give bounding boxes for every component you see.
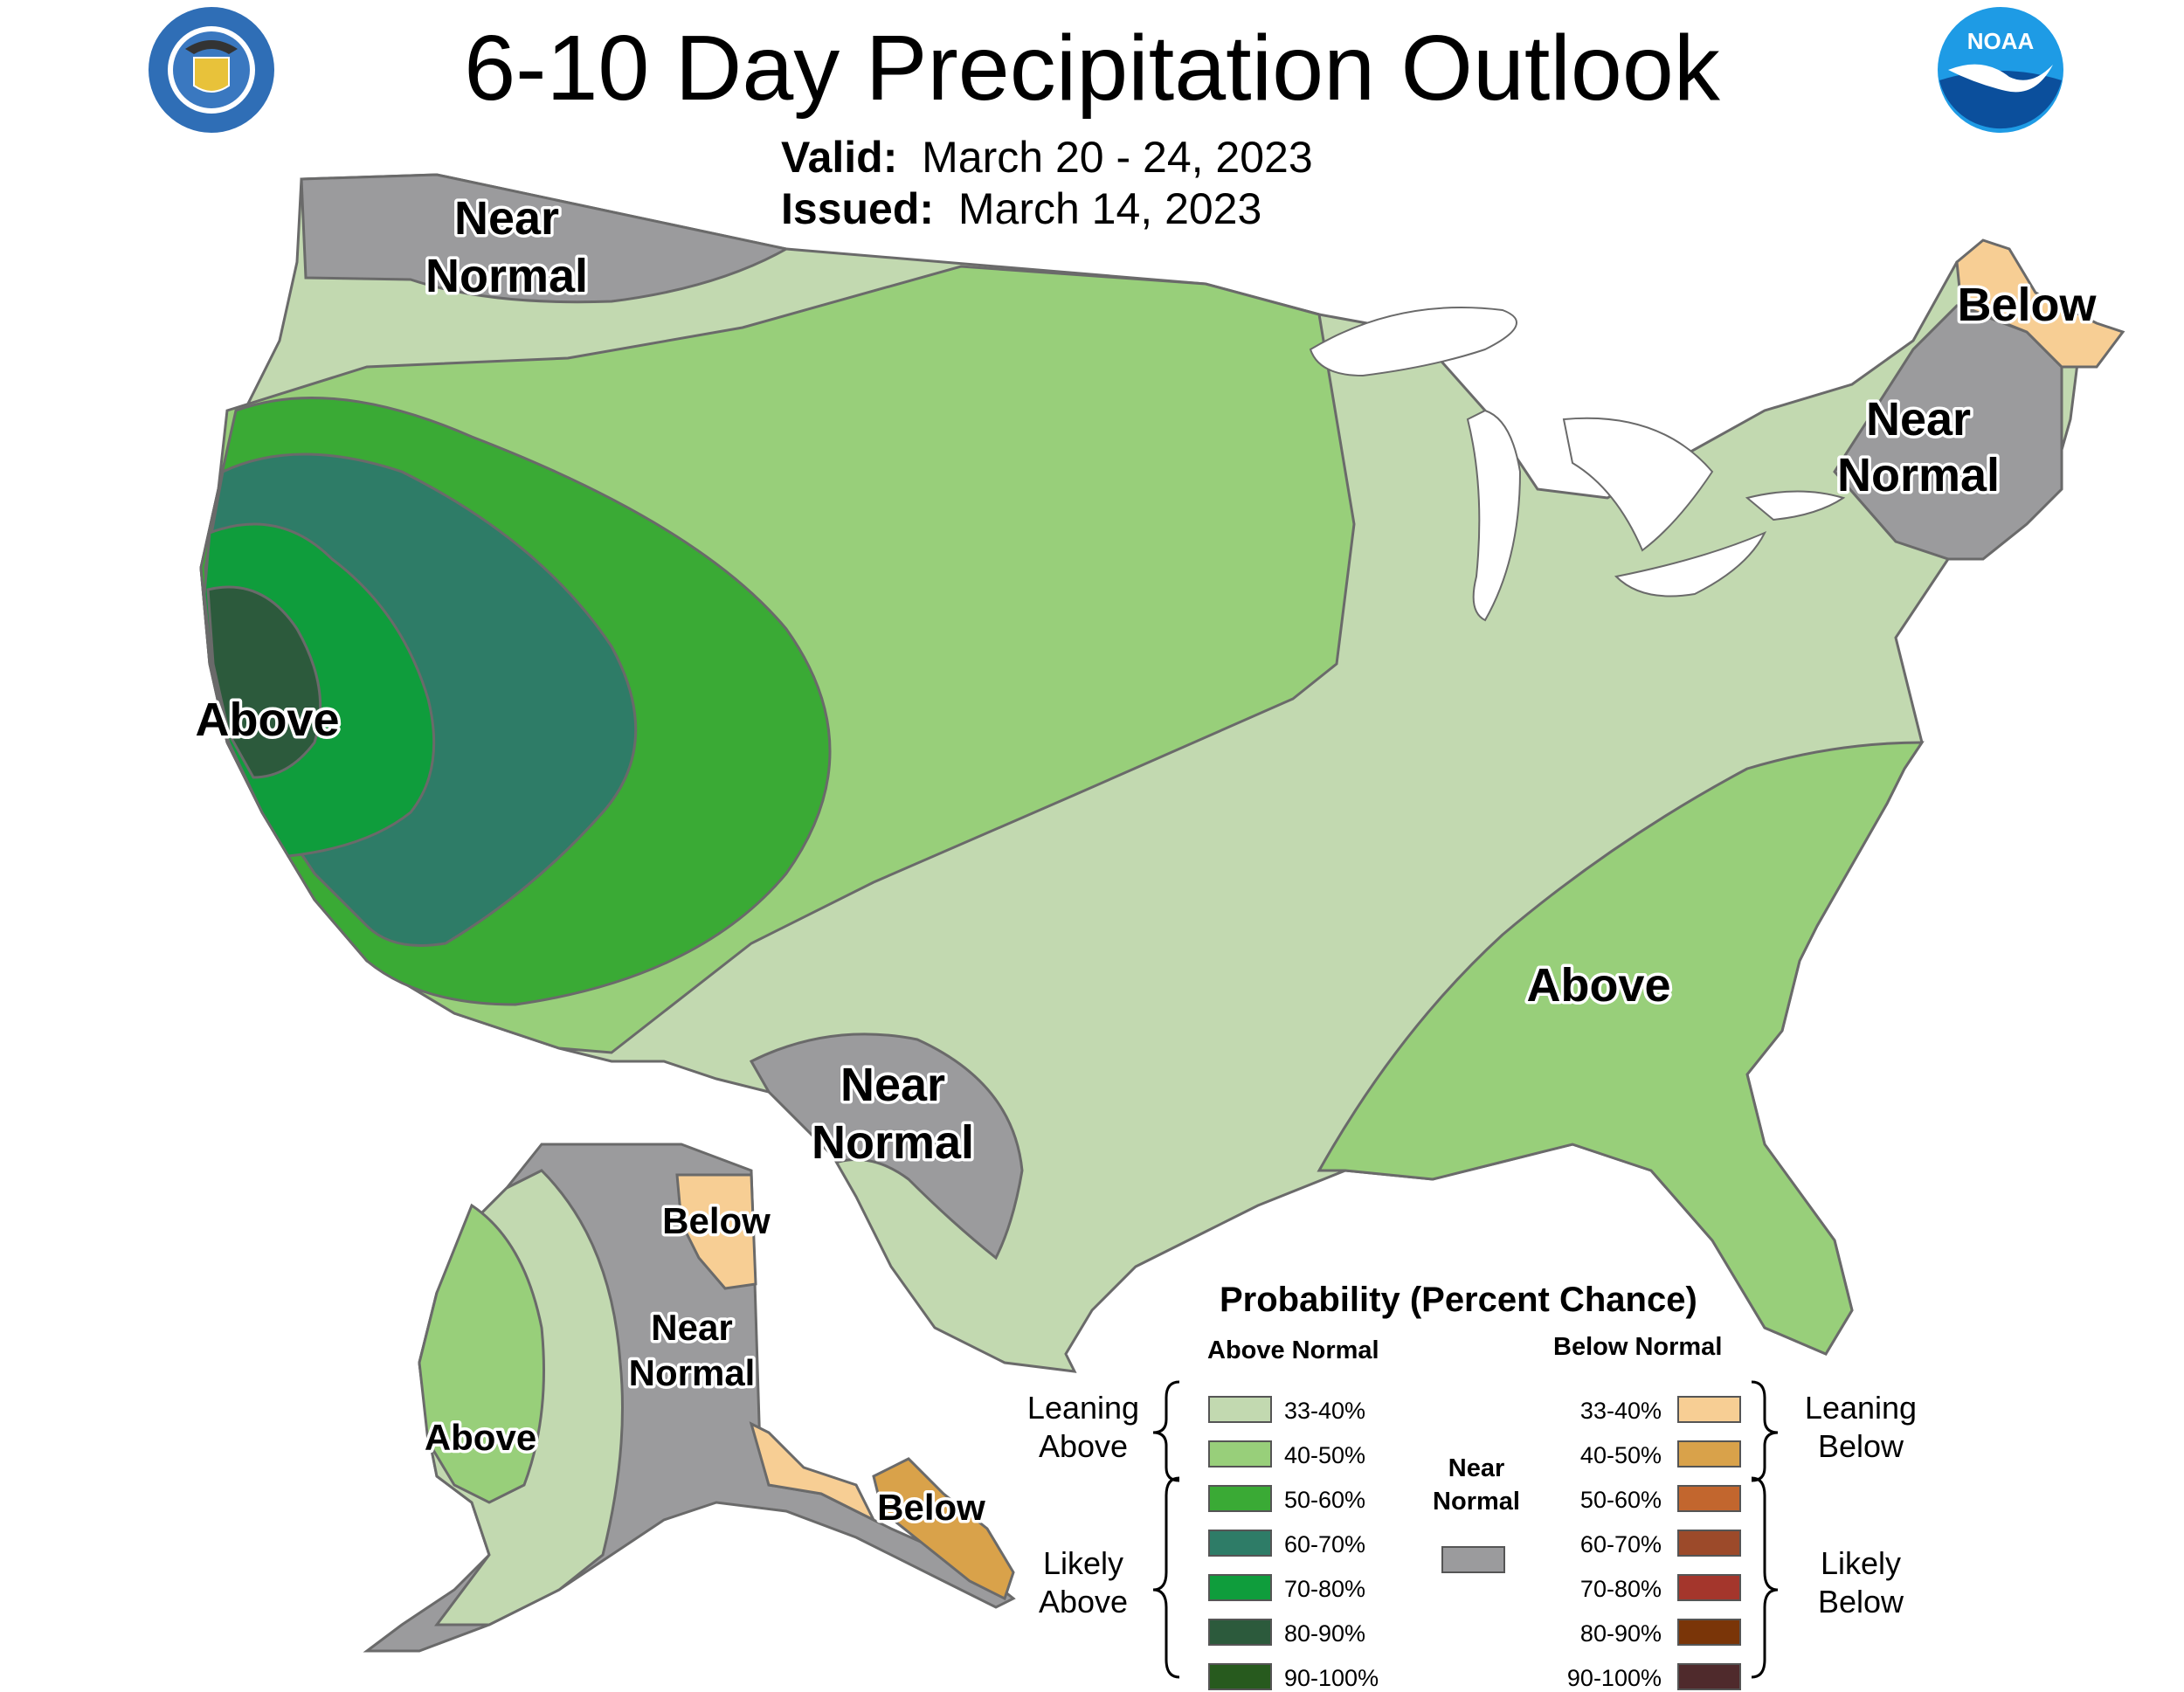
near-normal-line2: Normal bbox=[1433, 1488, 1520, 1516]
alaska-above-40-50 bbox=[418, 1203, 545, 1504]
legend-above-swatch bbox=[1208, 1663, 1272, 1690]
label-ak-normal: Normal bbox=[629, 1352, 756, 1393]
legend-title: Probability (Percent Chance) bbox=[1220, 1281, 1697, 1319]
issued-value: March 14, 2023 bbox=[957, 184, 1262, 233]
issued-label: Issued: bbox=[781, 184, 935, 233]
likely-above-line2: Above bbox=[1038, 1584, 1129, 1619]
legend-leaning-above: Leaning Above bbox=[996, 1389, 1171, 1466]
legend-below-swatch bbox=[1677, 1396, 1741, 1423]
leaning-above-line2: Above bbox=[1038, 1428, 1129, 1464]
noaa-logo-icon: NOAA bbox=[1938, 7, 2063, 133]
label-ak-below-panhandle: Below bbox=[877, 1487, 985, 1528]
legend-below-range-label: 33-40% bbox=[1579, 1398, 1662, 1424]
label-ak-above: Above bbox=[425, 1417, 536, 1458]
label-ak-near: Near bbox=[651, 1307, 732, 1348]
alaska-below-north bbox=[675, 1173, 757, 1290]
legend-above-swatch bbox=[1208, 1619, 1272, 1646]
alaska-below-panhandle bbox=[872, 1457, 1015, 1601]
legend-above-range-label: 33-40% bbox=[1284, 1398, 1366, 1424]
legend-below-range-label: 70-80% bbox=[1579, 1576, 1662, 1602]
leaning-below-line2: Below bbox=[1817, 1428, 1904, 1464]
label-ne-normal: Normal bbox=[1837, 449, 2000, 501]
valid-value: March 20 - 24, 2023 bbox=[922, 133, 1313, 182]
legend-below-range-label: 40-50% bbox=[1579, 1442, 1662, 1468]
legend-leaning-below: Leaning Below bbox=[1773, 1389, 1948, 1466]
legend-below-swatch bbox=[1677, 1574, 1741, 1601]
label-nw-normal: Normal bbox=[425, 250, 588, 302]
legend-below-swatch bbox=[1677, 1619, 1741, 1646]
legend-above-range-label: 70-80% bbox=[1284, 1576, 1366, 1602]
label-tx-normal: Normal bbox=[812, 1116, 974, 1169]
likely-below-line2: Below bbox=[1817, 1584, 1904, 1619]
legend-above-swatch bbox=[1208, 1574, 1272, 1601]
legend-near-normal-swatch bbox=[1441, 1546, 1505, 1573]
region-above-40-50-southeast bbox=[1317, 741, 1925, 1356]
legend-braces bbox=[1152, 1380, 1779, 1679]
legend-below-swatch bbox=[1677, 1485, 1741, 1512]
legend-below-swatch bbox=[1677, 1530, 1741, 1557]
label-nw-near: Near bbox=[454, 192, 559, 245]
legend-below-swatch bbox=[1677, 1663, 1741, 1690]
department-of-commerce-seal-icon bbox=[149, 7, 274, 133]
legend-above-range-label: 60-70% bbox=[1284, 1531, 1366, 1557]
leaning-below-line1: Leaning bbox=[1804, 1390, 1918, 1426]
issued-line: Issued: March 14, 2023 bbox=[781, 183, 1261, 235]
legend-above-swatch bbox=[1208, 1440, 1272, 1468]
label-se-above: Above bbox=[1526, 959, 1670, 1012]
label-ca-above: Above bbox=[195, 694, 339, 746]
page-title: 6-10 Day Precipitation Outlook bbox=[464, 17, 1720, 120]
legend-above-swatch bbox=[1208, 1530, 1272, 1557]
likely-above-line1: Likely bbox=[1042, 1545, 1124, 1581]
great-lakes bbox=[1309, 307, 1846, 622]
label-ne-below: Below bbox=[1957, 279, 2097, 331]
noaa-logo-text: NOAA bbox=[1967, 28, 2035, 54]
legend-below-swatch bbox=[1677, 1440, 1741, 1468]
label-ne-near: Near bbox=[1866, 393, 1971, 445]
valid-label: Valid: bbox=[781, 133, 898, 182]
legend-above-swatch bbox=[1208, 1485, 1272, 1512]
label-tx-near: Near bbox=[840, 1059, 945, 1111]
legend-likely-above: Likely Above bbox=[996, 1544, 1171, 1621]
alaska-below-south bbox=[749, 1421, 877, 1523]
region-below-maine bbox=[1955, 238, 2125, 369]
alaska-inset bbox=[363, 1143, 1016, 1653]
likely-below-line1: Likely bbox=[1820, 1545, 1902, 1581]
legend-below-range-label: 50-60% bbox=[1579, 1487, 1662, 1513]
legend-above-header: Above Normal bbox=[1207, 1336, 1379, 1364]
legend-below-range-label: 90-100% bbox=[1566, 1665, 1662, 1691]
region-near-normal-northwest bbox=[300, 173, 791, 304]
legend-above-range-label: 50-60% bbox=[1284, 1487, 1366, 1513]
legend-below-range-label: 80-90% bbox=[1579, 1620, 1662, 1647]
region-near-normal-texas bbox=[749, 1032, 1024, 1260]
valid-line: Valid: March 20 - 24, 2023 bbox=[781, 131, 1313, 183]
legend-above-range-label: 40-50% bbox=[1284, 1442, 1366, 1468]
legend-near-normal: Near Normal bbox=[1424, 1452, 1529, 1518]
legend-above-range-label: 90-100% bbox=[1284, 1665, 1379, 1691]
label-ak-below-north: Below bbox=[662, 1200, 771, 1241]
legend-likely-below: Likely Below bbox=[1773, 1544, 1948, 1621]
legend-below-range-label: 60-70% bbox=[1579, 1531, 1662, 1557]
region-near-normal-northeast bbox=[1833, 304, 2063, 561]
region-above-80-90 bbox=[206, 585, 322, 779]
legend-above-range-label: 80-90% bbox=[1284, 1620, 1366, 1647]
legend-above-swatch bbox=[1208, 1396, 1272, 1423]
legend-below-header: Below Normal bbox=[1553, 1333, 1723, 1361]
leaning-above-line1: Leaning bbox=[1026, 1390, 1140, 1426]
near-normal-line1: Near bbox=[1448, 1454, 1505, 1482]
